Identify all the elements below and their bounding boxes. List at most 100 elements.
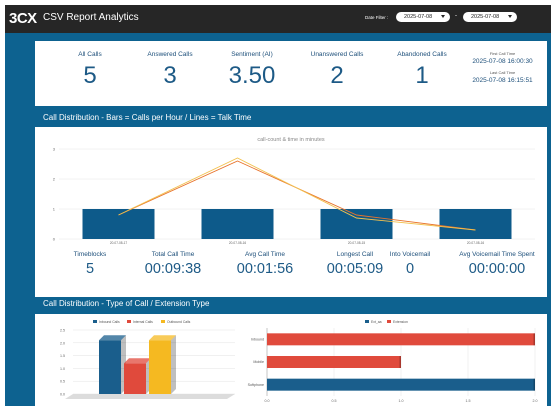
x-tick-label: 1.0 — [399, 399, 404, 403]
stat-value: 00:00:00 — [468, 261, 526, 277]
kpi-label: Answered Calls — [147, 51, 193, 58]
x-tick-label: 20-07-08-17 — [110, 241, 128, 245]
y-tick-label: 3 — [53, 147, 56, 152]
kpi-value: 2 — [330, 62, 344, 89]
kpi-label: Sentiment (AI) — [231, 51, 273, 58]
legend-swatch — [161, 320, 165, 323]
x-tick-label: 2.0 — [533, 399, 538, 403]
column-front — [99, 340, 121, 394]
stat-timeblocks: Timeblocks 5 — [55, 251, 125, 277]
date-to-select[interactable]: 2025-07-08 — [463, 12, 517, 22]
y-tick-label: 0 — [53, 237, 56, 242]
column-top — [124, 358, 151, 364]
x-tick-label: 20-07-08-15 — [348, 241, 366, 245]
h-bar — [267, 356, 401, 368]
talk-time-line — [118, 160, 476, 231]
legend-label: Outbound Calls — [167, 320, 191, 324]
stat-avg-voicemail-time: Avg Voicemail Time Spent 00:00:00 — [449, 251, 545, 277]
stat-value: 0 — [405, 261, 415, 277]
kpi-value: 1 — [415, 62, 429, 89]
y-tick-label: Softphone — [248, 383, 264, 387]
first-call-label: First Call Time — [489, 51, 516, 56]
column-top — [149, 335, 176, 341]
last-call-label: Last Call Time — [489, 70, 516, 75]
column-top — [99, 335, 126, 341]
call-type-chart: Inbound Calls Internal Calls Outbound Call… — [60, 320, 538, 403]
stat-label: Total Call Time — [151, 251, 195, 258]
top-bar: 3CX CSV Report Analytics Date Filter : 2… — [5, 5, 551, 33]
stat-value: 00:09:38 — [144, 261, 202, 277]
bar — [201, 209, 274, 239]
stat-label: Avg Call Time — [245, 251, 285, 258]
legend-swatch — [93, 320, 97, 323]
call-times: First Call Time 2025-07-08 16:00:30 Last… — [460, 51, 545, 89]
section-title-distribution: Call Distribution - Bars = Calls per Hou… — [43, 113, 252, 122]
date-to-value: 2025-07-08 — [471, 14, 500, 20]
stat-into-voicemail: Into Voicemail 0 — [375, 251, 445, 277]
stat-label: Into Voicemail — [389, 251, 431, 258]
kpi-abandoned-calls: Abandoned Calls 1 — [377, 51, 467, 90]
legend-label: Ext_aa — [371, 320, 382, 324]
talk-time-line — [118, 157, 476, 231]
h-bar — [267, 378, 535, 391]
kpi-unanswered-calls: Unanswered Calls 2 — [292, 51, 382, 90]
h-bar-edge — [533, 378, 535, 391]
h-bar-edge — [399, 356, 401, 368]
stat-label: Timeblocks — [73, 251, 107, 258]
legend-swatch — [127, 320, 131, 323]
legend-label: Internal Calls — [133, 320, 153, 324]
x-tick-label: 0.0 — [265, 399, 270, 403]
y-tick-label: 0.0 — [60, 393, 65, 397]
stat-label: Avg Voicemail Time Spent — [459, 251, 535, 258]
y-tick-label: 2.0 — [60, 341, 65, 345]
distribution-panel: call-count & time in minutes 0 1 2 3 20-07-08… — [35, 127, 547, 297]
type-panel: Inbound Calls Internal Calls Outbound Call… — [35, 314, 547, 406]
x-tick-label: 20-07-08-16 — [467, 241, 485, 245]
kpi-value: 3 — [163, 62, 177, 89]
y-tick-label: Mobile — [253, 360, 264, 364]
stat-value: 00:05:09 — [326, 261, 384, 277]
y-tick-label: 1 — [53, 207, 56, 212]
first-call-time: 2025-07-08 16:00:30 — [472, 58, 533, 65]
y-tick-label: 2.5 — [60, 329, 65, 333]
x-tick-label: 20-07-08-16 — [229, 241, 247, 245]
bar — [82, 209, 155, 239]
legend-label: Inbound Calls — [99, 320, 120, 324]
kpi-label: All Calls — [78, 51, 102, 58]
last-call-time: 2025-07-08 16:15:51 — [472, 77, 533, 84]
stat-avg-call-time: Avg Call Time 00:01:56 — [225, 251, 305, 277]
x-tick-label: 1.5 — [466, 399, 471, 403]
chart-floor — [65, 394, 235, 399]
y-tick-label: 2 — [53, 177, 56, 182]
app-title: CSV Report Analytics — [43, 12, 139, 23]
kpi-value: 3.50 — [228, 62, 276, 89]
y-tick-label: Inbound — [251, 338, 264, 342]
bar — [320, 209, 393, 239]
app-frame: 3CX CSV Report Analytics Date Filter : 2… — [5, 5, 551, 406]
legend-swatch — [365, 320, 369, 323]
x-tick-label: 0.5 — [332, 399, 337, 403]
y-tick-label: 0.5 — [60, 380, 65, 384]
legend-label: Extension — [393, 320, 408, 324]
y-tick-label: 1.5 — [60, 354, 65, 358]
column-front — [149, 340, 171, 394]
stat-value: 00:01:56 — [236, 261, 294, 277]
date-from-value: 2025-07-08 — [404, 14, 433, 20]
calls-per-hour-chart: call-count & time in minutes 0 1 2 3 20-07-08… — [53, 137, 535, 245]
3cx-logo: 3CX — [9, 10, 37, 27]
section-title-type: Call Distribution - Type of Call / Exten… — [43, 299, 210, 308]
kpi-sentiment: Sentiment (AI) 3.50 — [207, 51, 297, 90]
y-tick-label: 1.0 — [60, 367, 65, 371]
legend-swatch — [387, 320, 391, 323]
stat-label: Longest Call — [336, 251, 374, 258]
bar — [439, 209, 512, 239]
column-front — [124, 363, 146, 394]
column-side — [171, 335, 176, 394]
kpi-value: 5 — [83, 62, 97, 89]
stat-longest-call: Longest Call 00:05:09 — [315, 251, 395, 277]
date-from-select[interactable]: 2025-07-08 — [396, 12, 450, 22]
kpi-all-calls: All Calls 5 — [45, 51, 135, 90]
chevron-down-icon — [441, 15, 445, 18]
chart-title: call-count & time in minutes — [257, 137, 324, 143]
kpi-label: Unanswered Calls — [310, 51, 364, 58]
